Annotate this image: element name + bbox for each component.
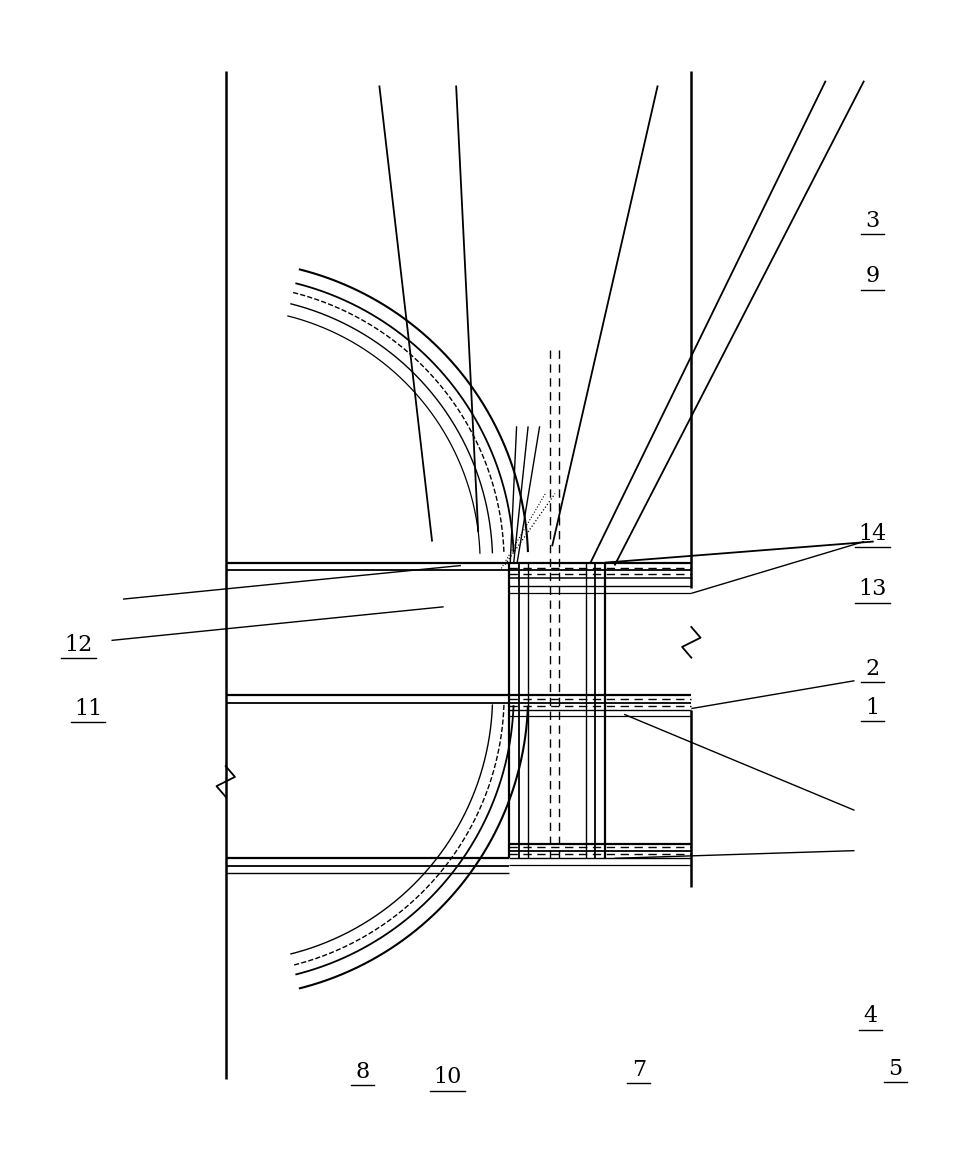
Text: 14: 14 bbox=[859, 523, 887, 544]
Text: 1: 1 bbox=[866, 697, 880, 719]
Text: 2: 2 bbox=[866, 658, 880, 680]
Text: 13: 13 bbox=[859, 578, 887, 600]
Text: 5: 5 bbox=[889, 1058, 903, 1080]
Text: 12: 12 bbox=[65, 633, 93, 655]
Text: 7: 7 bbox=[632, 1059, 646, 1081]
Text: 10: 10 bbox=[434, 1066, 462, 1089]
Text: 11: 11 bbox=[73, 698, 102, 720]
Text: 3: 3 bbox=[866, 209, 880, 231]
Text: 4: 4 bbox=[864, 1006, 878, 1028]
Text: 9: 9 bbox=[866, 265, 880, 287]
Text: 8: 8 bbox=[355, 1061, 370, 1083]
